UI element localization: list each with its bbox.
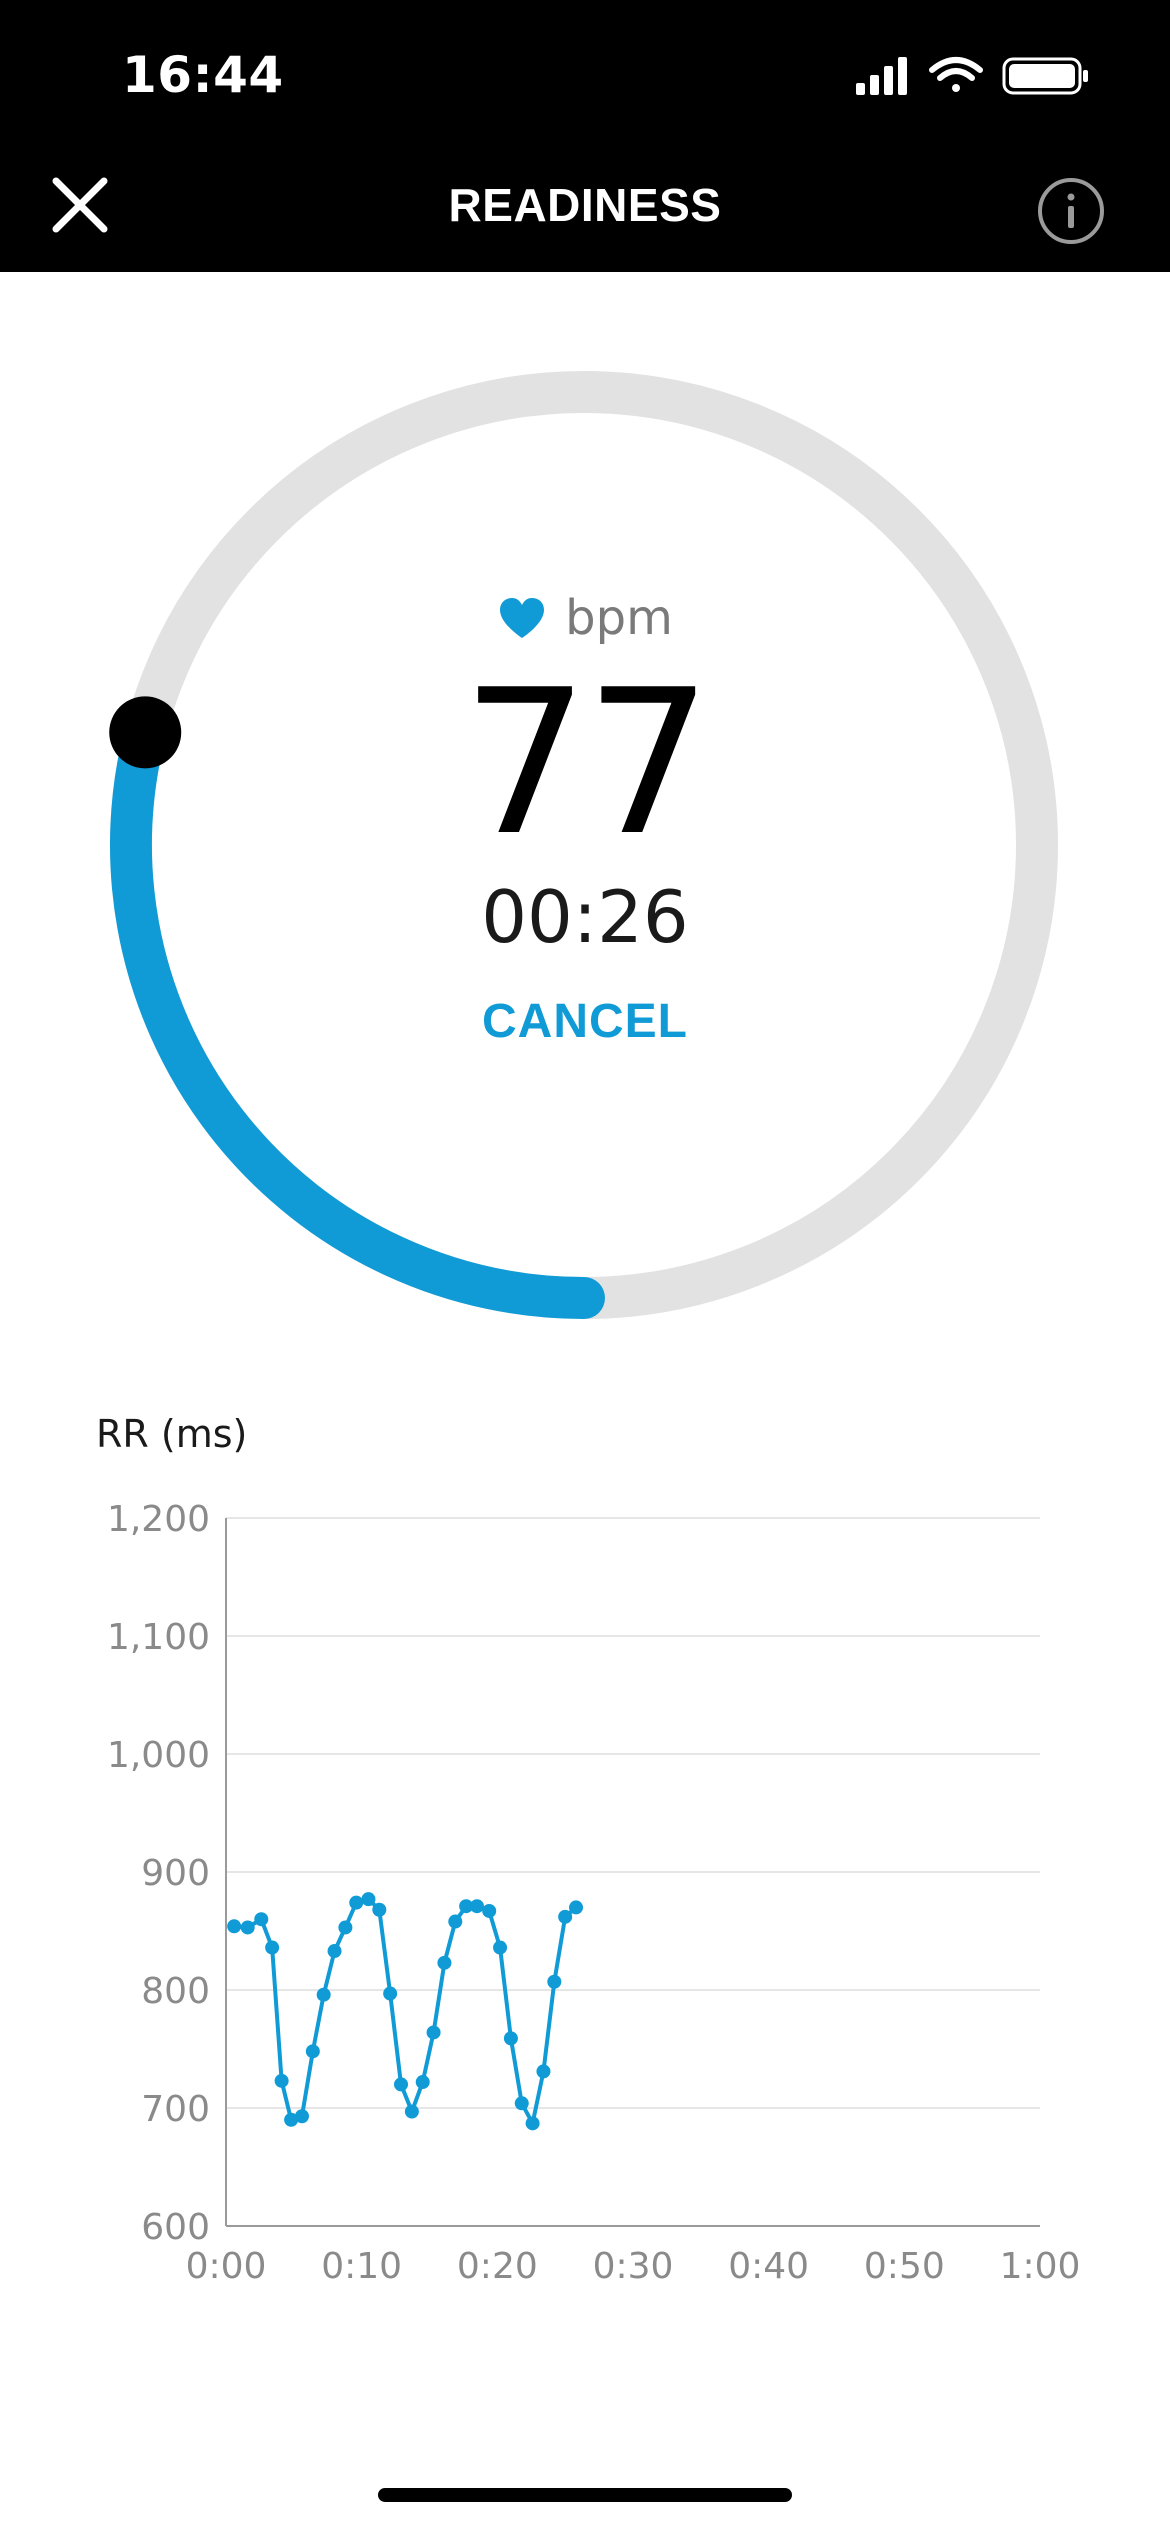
ring-progress — [110, 711, 605, 1319]
x-tick-label: 0:00 — [186, 2246, 267, 2287]
data-point — [394, 2077, 409, 2092]
elapsed-timer: 00:26 — [481, 875, 689, 959]
data-point — [284, 2112, 299, 2127]
data-point — [383, 1986, 398, 2001]
y-tick-label: 800 — [141, 1971, 210, 2012]
bpm-row: bpm — [0, 590, 1170, 646]
heart-rate-value: 77 — [461, 647, 713, 880]
status-time: 16:44 — [122, 46, 284, 104]
progress-knob — [109, 696, 182, 769]
battery-icon — [1002, 57, 1088, 95]
x-tick-label: 1:00 — [1000, 2246, 1081, 2287]
data-point — [547, 1974, 562, 1989]
chart-y-ticks: 600 700 800 900 1,000 1,100 1,200 — [107, 1499, 210, 2248]
chart-series — [227, 1892, 584, 2131]
chart-x-ticks: 0:00 0:10 0:20 0:30 0:40 0:50 1:00 — [186, 2246, 1081, 2287]
data-point — [482, 1903, 497, 1918]
data-point — [227, 1919, 242, 1934]
data-point — [404, 2104, 419, 2119]
data-point — [558, 1909, 573, 1924]
data-point — [503, 2031, 518, 2046]
data-point — [469, 1899, 484, 1914]
y-tick-label: 600 — [141, 2207, 210, 2248]
data-point — [338, 1920, 353, 1935]
data-point — [415, 2075, 430, 2090]
x-tick-label: 0:20 — [457, 2246, 538, 2287]
data-point — [372, 1902, 387, 1917]
data-point — [254, 1912, 269, 1927]
home-indicator — [378, 2488, 792, 2502]
x-tick-label: 0:30 — [593, 2246, 674, 2287]
y-tick-label: 700 — [141, 2089, 210, 2130]
data-point — [536, 2064, 551, 2079]
data-point — [240, 1920, 255, 1935]
data-point — [448, 1914, 463, 1929]
chart-y-axis-label: RR (ms) — [96, 1412, 248, 1456]
chart-gridlines — [226, 1517, 1040, 2109]
wifi-icon — [929, 57, 983, 92]
info-button[interactable] — [1032, 172, 1110, 250]
close-button[interactable] — [40, 165, 120, 245]
y-tick-label: 1,100 — [107, 1617, 210, 1658]
info-icon — [1038, 178, 1104, 244]
data-point — [274, 2073, 289, 2088]
data-point — [294, 2109, 309, 2124]
data-point — [361, 1892, 376, 1907]
data-point — [316, 1987, 331, 2002]
data-point — [305, 2044, 320, 2059]
bpm-unit-label: bpm — [565, 590, 673, 646]
chart-axes — [225, 1518, 1040, 2227]
cancel-button[interactable]: CANCEL — [482, 995, 688, 1048]
x-tick-label: 0:10 — [321, 2246, 402, 2287]
data-point — [514, 2096, 529, 2111]
progress-ring — [109, 371, 1058, 1319]
data-point — [426, 2025, 441, 2040]
data-point — [525, 2116, 540, 2131]
cellular-signal-icon — [856, 57, 907, 95]
y-tick-label: 1,000 — [107, 1735, 210, 1776]
status-icons — [856, 57, 1088, 95]
heart-icon — [500, 598, 545, 638]
data-point — [349, 1895, 364, 1910]
close-icon — [52, 177, 108, 233]
page-title: READINESS — [448, 179, 722, 231]
x-tick-label: 0:40 — [728, 2246, 809, 2287]
data-point — [459, 1899, 474, 1914]
measurement-panel: bpm 77 00:26 CANCEL — [0, 272, 1170, 1372]
data-point — [265, 1940, 280, 1955]
data-point — [569, 1900, 584, 1915]
data-point — [327, 1944, 342, 1959]
top-bar: 16:44 READINESS — [0, 0, 1170, 272]
y-tick-label: 900 — [141, 1853, 210, 1894]
data-point — [437, 1955, 452, 1970]
y-tick-label: 1,200 — [107, 1499, 210, 1540]
data-point — [493, 1940, 508, 1955]
x-tick-label: 0:50 — [864, 2246, 945, 2287]
